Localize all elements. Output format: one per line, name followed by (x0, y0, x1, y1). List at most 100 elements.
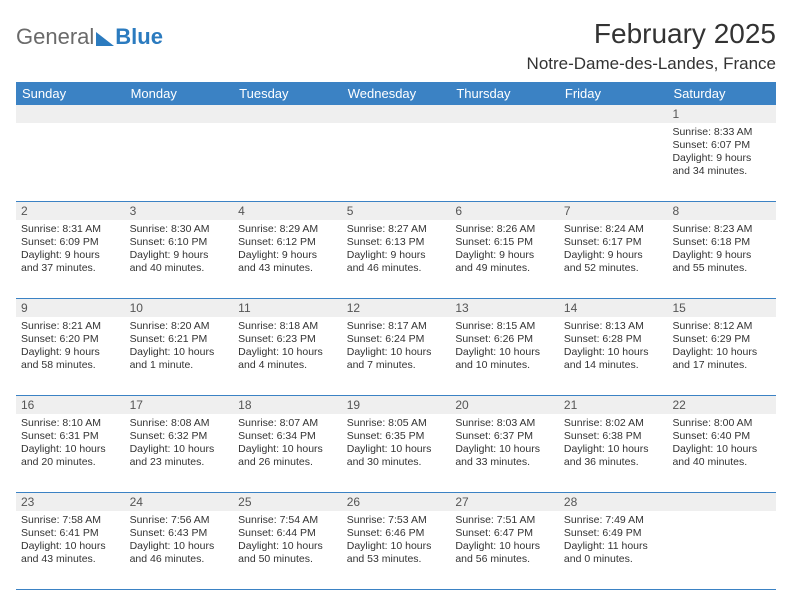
cell-line: Sunset: 6:40 PM (672, 430, 771, 443)
logo-text-blue: Blue (115, 24, 163, 50)
daynum-row: 232425262728 (16, 493, 776, 511)
calendar-cell: Sunrise: 8:31 AMSunset: 6:09 PMDaylight:… (16, 220, 125, 298)
cell-line: Sunset: 6:26 PM (455, 333, 554, 346)
calendar-week: Sunrise: 8:21 AMSunset: 6:20 PMDaylight:… (16, 317, 776, 396)
calendar-day-headers: Sunday Monday Tuesday Wednesday Thursday… (16, 82, 776, 105)
cell-line: and 17 minutes. (672, 359, 771, 372)
cell-line: Sunset: 6:24 PM (347, 333, 446, 346)
cell-line: Sunrise: 8:20 AM (130, 320, 229, 333)
cell-line: Sunrise: 8:31 AM (21, 223, 120, 236)
day-header-sunday: Sunday (16, 82, 125, 105)
cell-line: Sunset: 6:38 PM (564, 430, 663, 443)
cell-line: and 43 minutes. (21, 553, 120, 566)
cell-line: and 46 minutes. (130, 553, 229, 566)
daynum-row: 2345678 (16, 202, 776, 220)
day-number (233, 105, 342, 123)
calendar-cell: Sunrise: 8:13 AMSunset: 6:28 PMDaylight:… (559, 317, 668, 395)
calendar-cell: Sunrise: 8:00 AMSunset: 6:40 PMDaylight:… (667, 414, 776, 492)
cell-line: Sunrise: 8:08 AM (130, 417, 229, 430)
day-number: 24 (125, 493, 234, 511)
calendar-cell: Sunrise: 8:17 AMSunset: 6:24 PMDaylight:… (342, 317, 451, 395)
cell-line: Daylight: 9 hours (130, 249, 229, 262)
cell-line: and 26 minutes. (238, 456, 337, 469)
day-number: 23 (16, 493, 125, 511)
cell-line: Sunrise: 8:12 AM (672, 320, 771, 333)
cell-line: Sunrise: 7:58 AM (21, 514, 120, 527)
cell-line: Sunrise: 8:10 AM (21, 417, 120, 430)
calendar-cell (233, 123, 342, 201)
day-number (342, 105, 451, 123)
cell-line: Daylight: 10 hours (238, 540, 337, 553)
calendar-body: 1Sunrise: 8:33 AMSunset: 6:07 PMDaylight… (16, 105, 776, 590)
cell-line: Daylight: 10 hours (455, 443, 554, 456)
calendar-cell: Sunrise: 8:05 AMSunset: 6:35 PMDaylight:… (342, 414, 451, 492)
calendar-cell: Sunrise: 7:58 AMSunset: 6:41 PMDaylight:… (16, 511, 125, 589)
cell-line: Sunset: 6:23 PM (238, 333, 337, 346)
day-number: 21 (559, 396, 668, 414)
calendar-week: Sunrise: 8:33 AMSunset: 6:07 PMDaylight:… (16, 123, 776, 202)
calendar-cell: Sunrise: 8:29 AMSunset: 6:12 PMDaylight:… (233, 220, 342, 298)
cell-line: Sunrise: 8:33 AM (672, 126, 771, 139)
cell-line: Sunset: 6:10 PM (130, 236, 229, 249)
calendar-cell (559, 123, 668, 201)
cell-line: and 46 minutes. (347, 262, 446, 275)
day-number: 18 (233, 396, 342, 414)
cell-line: Sunrise: 8:03 AM (455, 417, 554, 430)
day-number: 20 (450, 396, 559, 414)
cell-line: and 58 minutes. (21, 359, 120, 372)
cell-line: Sunrise: 8:23 AM (672, 223, 771, 236)
cell-line: Sunset: 6:46 PM (347, 527, 446, 540)
cell-line: and 43 minutes. (238, 262, 337, 275)
cell-line: Sunrise: 7:49 AM (564, 514, 663, 527)
day-number: 15 (667, 299, 776, 317)
day-number (559, 105, 668, 123)
cell-line: Daylight: 9 hours (672, 152, 771, 165)
day-header-tuesday: Tuesday (233, 82, 342, 105)
cell-line: Daylight: 9 hours (238, 249, 337, 262)
cell-line: Daylight: 10 hours (455, 346, 554, 359)
cell-line: Daylight: 10 hours (130, 346, 229, 359)
day-number: 9 (16, 299, 125, 317)
calendar-cell: Sunrise: 8:08 AMSunset: 6:32 PMDaylight:… (125, 414, 234, 492)
calendar-cell: Sunrise: 8:03 AMSunset: 6:37 PMDaylight:… (450, 414, 559, 492)
cell-line: Daylight: 10 hours (455, 540, 554, 553)
cell-line: Sunset: 6:28 PM (564, 333, 663, 346)
cell-line: Sunrise: 8:05 AM (347, 417, 446, 430)
cell-line: Daylight: 10 hours (347, 346, 446, 359)
cell-line: Daylight: 10 hours (238, 443, 337, 456)
cell-line: Sunset: 6:31 PM (21, 430, 120, 443)
calendar-week: Sunrise: 8:10 AMSunset: 6:31 PM Daylight:… (16, 414, 776, 493)
day-number: 13 (450, 299, 559, 317)
calendar-cell (342, 123, 451, 201)
cell-line: Sunrise: 8:18 AM (238, 320, 337, 333)
cell-line: Daylight: 10 hours (130, 540, 229, 553)
cell-line: Daylight: 10 hours (238, 346, 337, 359)
cell-line: Sunrise: 8:24 AM (564, 223, 663, 236)
calendar-cell: Sunrise: 8:33 AMSunset: 6:07 PMDaylight:… (667, 123, 776, 201)
calendar: Sunday Monday Tuesday Wednesday Thursday… (16, 82, 776, 590)
cell-line: Sunrise: 8:17 AM (347, 320, 446, 333)
day-number (667, 493, 776, 511)
cell-line: Sunset: 6:09 PM (21, 236, 120, 249)
cell-line: and 10 minutes. (455, 359, 554, 372)
day-number: 17 (125, 396, 234, 414)
day-number: 5 (342, 202, 451, 220)
cell-line: and 20 minutes. (21, 456, 120, 469)
cell-line: and 34 minutes. (672, 165, 771, 178)
title-block: February 2025 Notre-Dame-des-Landes, Fra… (527, 18, 776, 74)
day-number: 7 (559, 202, 668, 220)
day-number (16, 105, 125, 123)
cell-line: Sunrise: 8:07 AM (238, 417, 337, 430)
daynum-row: 9101112131415 (16, 299, 776, 317)
cell-line: Sunrise: 8:27 AM (347, 223, 446, 236)
logo-text-general: General (16, 24, 94, 50)
cell-line: Sunset: 6:35 PM (347, 430, 446, 443)
cell-line: and 49 minutes. (455, 262, 554, 275)
day-header-saturday: Saturday (667, 82, 776, 105)
calendar-cell: Sunrise: 8:30 AMSunset: 6:10 PMDaylight:… (125, 220, 234, 298)
cell-line: Daylight: 10 hours (564, 443, 663, 456)
cell-line: Daylight: 10 hours (672, 443, 771, 456)
header: General Blue February 2025 Notre-Dame-de… (16, 18, 776, 74)
calendar-week: Sunrise: 8:31 AMSunset: 6:09 PM Daylight:… (16, 220, 776, 299)
cell-line: Daylight: 10 hours (347, 443, 446, 456)
